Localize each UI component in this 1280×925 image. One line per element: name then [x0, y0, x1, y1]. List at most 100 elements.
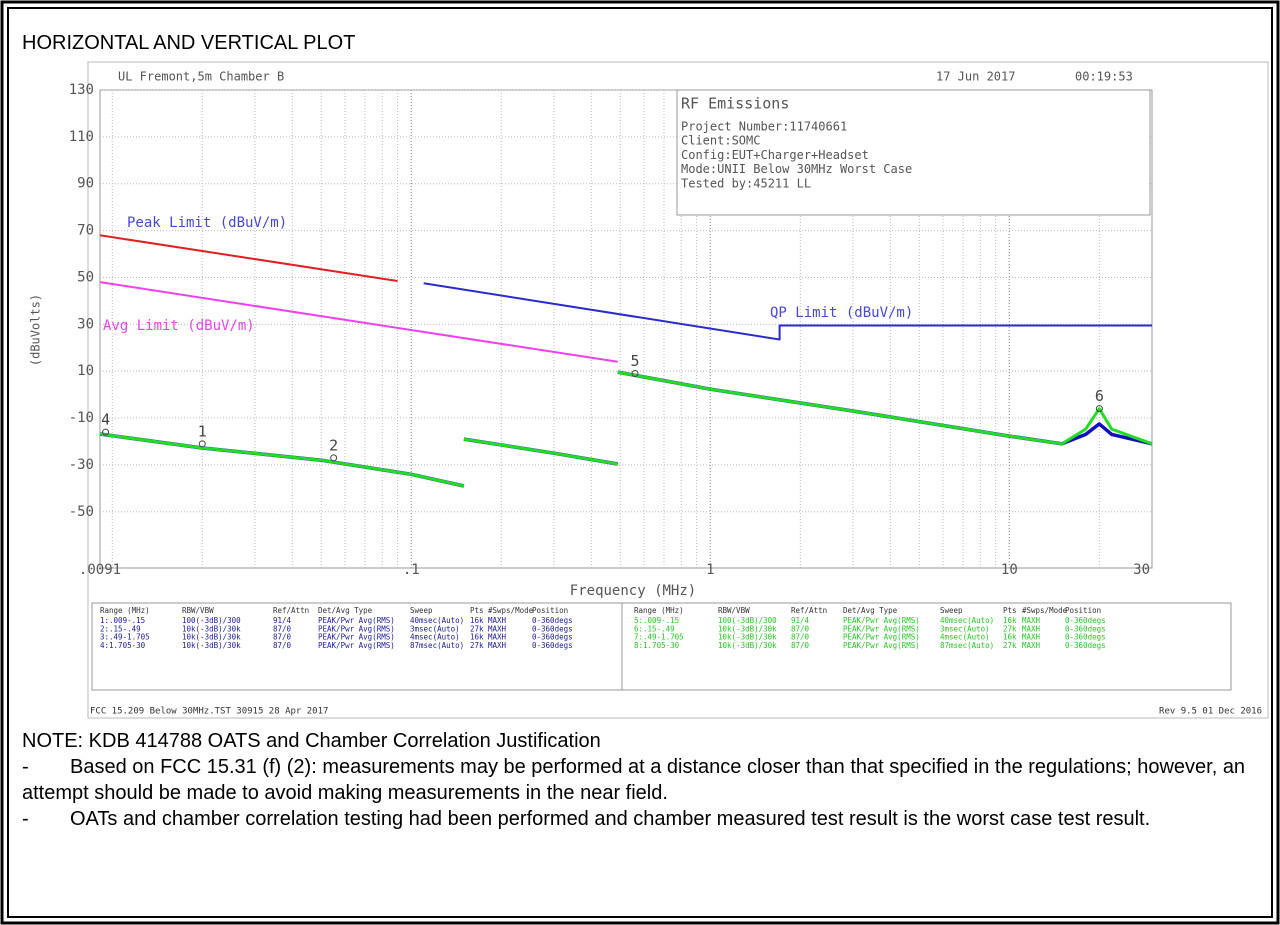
table-cell: 4msec(Auto) — [940, 633, 990, 642]
trace — [463, 437, 618, 466]
x-tick-label: .0091 — [79, 562, 121, 578]
page-title: HORIZONTAL AND VERTICAL PLOT — [22, 32, 356, 54]
table-header: Position — [532, 606, 568, 615]
info-line: Client:SOMC — [681, 134, 760, 148]
y-tick-label: 70 — [77, 223, 94, 239]
table-cell: 10k(-3dB)/30k — [718, 633, 777, 642]
table-cell: 16k — [1003, 633, 1017, 642]
table-cell: PEAK/Pwr Avg(RMS) — [843, 641, 920, 650]
table-cell: 10k(-3dB)/30k — [182, 641, 241, 650]
table-cell: 40msec(Auto) — [940, 616, 994, 625]
table-cell: 4msec(Auto) — [410, 633, 460, 642]
table-cell: 100(-3dB)/300 — [718, 616, 777, 625]
notes-heading: NOTE: KDB 414788 OATS and Chamber Correl… — [22, 730, 601, 752]
table-cell: 0-360degs — [1065, 633, 1106, 642]
y-axis-label: (dBuVolts) — [29, 294, 43, 366]
table-cell: PEAK/Pwr Avg(RMS) — [843, 616, 920, 625]
table-cell: 27k — [470, 624, 484, 633]
table-cell: MAXH — [488, 641, 507, 650]
table-header: Pts — [470, 606, 484, 615]
info-line: Mode:UNII Below 30MHz Worst Case — [681, 162, 912, 176]
table-cell: MAXH — [1022, 616, 1041, 625]
x-tick-label: 1 — [706, 562, 714, 578]
table-cell: 3:.49-1.705 — [100, 633, 150, 642]
table-cell: PEAK/Pwr Avg(RMS) — [318, 616, 395, 625]
table-cell: PEAK/Pwr Avg(RMS) — [843, 633, 920, 642]
table-cell: 16k — [470, 616, 484, 625]
table-cell: 10k(-3dB)/30k — [718, 641, 777, 650]
table-cell: 0-360degs — [1065, 641, 1106, 650]
table-header: Range (MHz) — [100, 606, 150, 615]
y-tick-label: -30 — [69, 457, 94, 473]
limit-label: QP Limit (dBuV/m) — [770, 305, 913, 321]
y-tick-label: 30 — [77, 316, 94, 332]
table-cell: 7:.49-1.705 — [634, 633, 684, 642]
y-tick-label: -10 — [69, 410, 94, 426]
table-cell: 0-360degs — [1065, 616, 1106, 625]
table-cell: PEAK/Pwr Avg(RMS) — [843, 624, 920, 633]
x-tick-label: 10 — [1001, 562, 1018, 578]
table-cell: 16k — [1003, 616, 1017, 625]
table-header: Range (MHz) — [634, 606, 684, 615]
table-cell: 87/0 — [791, 624, 810, 633]
table-header: Det/Avg Type — [843, 606, 898, 615]
marker — [198, 440, 206, 448]
table-header: Sweep — [940, 606, 963, 615]
table-cell: MAXH — [1022, 633, 1041, 642]
table-cell: PEAK/Pwr Avg(RMS) — [318, 633, 395, 642]
marker-label: 1 — [198, 422, 207, 440]
marker-label: 5 — [630, 352, 639, 370]
time-label: 00:19:53 — [1075, 70, 1133, 84]
marker — [631, 370, 639, 378]
info-line: Tested by:45211 LL — [681, 176, 811, 190]
table-cell: 91/4 — [791, 616, 810, 625]
limit-line — [99, 234, 398, 282]
settings-table — [91, 602, 1232, 691]
table-cell: 0-360degs — [532, 641, 573, 650]
y-tick-label: 90 — [77, 176, 94, 192]
table-cell: 5:.009-.15 — [634, 616, 679, 625]
table-header: #Swps/Mode — [488, 606, 534, 615]
table-cell: 1:.009-.15 — [100, 616, 145, 625]
table-cell: 6:.15-.49 — [634, 624, 675, 633]
table-cell: 8:1.705-30 — [634, 641, 680, 650]
table-header: Position — [1065, 606, 1101, 615]
table-cell: 0-360degs — [1065, 624, 1106, 633]
y-tick-label: 110 — [69, 129, 94, 145]
table-header: #Swps/Mode — [1022, 606, 1068, 615]
info-line: Config:EUT+Charger+Headset — [681, 148, 869, 162]
table-cell: 27k — [470, 641, 484, 650]
marker-label: 4 — [101, 411, 110, 429]
table-cell: 27k — [1003, 624, 1017, 633]
table-cell: 87msec(Auto) — [410, 641, 464, 650]
trace — [617, 370, 1153, 446]
info-box — [676, 89, 1151, 216]
table-cell: 10k(-3dB)/30k — [182, 633, 241, 642]
table-header: RBW/VBW — [182, 606, 214, 615]
y-tick-label: 130 — [69, 82, 94, 98]
info-title: RF Emissions — [681, 95, 789, 113]
table-cell: 16k — [470, 633, 484, 642]
y-tick-label: -50 — [69, 504, 94, 520]
table-cell: PEAK/Pwr Avg(RMS) — [318, 624, 395, 633]
table-cell: 0-360degs — [532, 616, 573, 625]
limit-line — [423, 282, 1152, 341]
table-header: Ref/Attn — [273, 606, 309, 615]
site-label: UL Fremont,5m Chamber B — [118, 70, 284, 84]
table-header: Sweep — [410, 606, 433, 615]
marker — [1095, 405, 1103, 413]
table-cell: MAXH — [488, 633, 507, 642]
table-header: Det/Avg Type — [318, 606, 373, 615]
y-tick-label: 10 — [77, 363, 94, 379]
table-cell: MAXH — [1022, 624, 1041, 633]
limit-label: Avg Limit (dBuV/m) — [103, 318, 255, 334]
marker — [102, 428, 110, 436]
table-cell: 0-360degs — [532, 633, 573, 642]
table-cell: 27k — [1003, 641, 1017, 650]
x-axis-label: Frequency (MHz) — [570, 583, 696, 599]
table-cell: 4:1.705-30 — [100, 641, 146, 650]
table-cell: 2:.15-.49 — [100, 624, 141, 633]
